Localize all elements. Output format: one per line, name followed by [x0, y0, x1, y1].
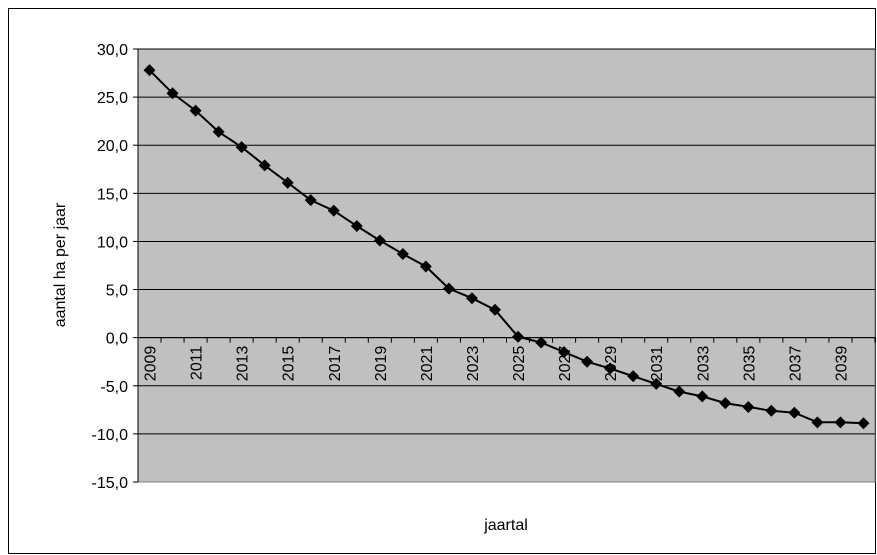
x-tick-label: 2029: [603, 346, 620, 382]
y-axis-title: aantal ha per jaar: [52, 202, 69, 327]
x-tick-label: 2009: [143, 346, 160, 382]
x-tick-label: 2037: [787, 346, 804, 382]
x-tick-label: 2023: [465, 346, 482, 382]
x-tick-label: 2011: [189, 346, 206, 381]
data-point-marker: [604, 362, 617, 375]
y-tick-label: -15,0: [92, 475, 129, 492]
x-tick-label: 2019: [373, 346, 390, 382]
y-axis: 30,0 25,0 20,0 15,0 10,0 5,0 0,0 -5,0 -10,0 -15,0: [92, 42, 139, 492]
data-point-marker: [442, 282, 455, 295]
data-point-marker: [396, 247, 409, 260]
data-point-marker: [189, 104, 202, 117]
data-point-marker: [581, 355, 594, 368]
data-point-marker: [419, 260, 432, 273]
series-group: [143, 64, 870, 430]
data-point-marker: [788, 406, 801, 419]
data-point-marker: [696, 390, 709, 403]
x-tick-label: 2035: [741, 346, 758, 382]
data-point-marker: [281, 176, 294, 189]
data-point-marker: [811, 416, 824, 429]
x-tick-label: 2031: [649, 346, 666, 382]
x-tick-label: 2017: [327, 346, 344, 382]
y-tick-label: 5,0: [106, 283, 128, 300]
y-tick-label: 10,0: [97, 234, 128, 251]
data-point-marker: [650, 377, 663, 390]
y-tick-label: 25,0: [97, 90, 128, 107]
data-point-marker: [535, 336, 548, 349]
x-axis-title: jaartal: [483, 517, 528, 534]
data-point-marker: [627, 370, 640, 383]
x-axis: 2009 2011 2013 2015 2017 2019 2021 2023 2025 2027…: [137, 337, 876, 382]
y-tick-label: 0,0: [106, 331, 128, 348]
data-point-marker: [258, 159, 271, 172]
data-point-marker: [212, 125, 225, 138]
data-point-marker: [558, 346, 571, 359]
y-tick-label: 30,0: [97, 42, 128, 59]
data-point-marker: [235, 141, 248, 154]
x-tick-label: 2015: [281, 346, 298, 382]
data-point-marker: [742, 400, 755, 413]
x-tick-label: 2021: [419, 346, 436, 382]
y-tick-label: 15,0: [97, 186, 128, 203]
x-tick-label: 2033: [695, 346, 712, 382]
data-point-marker: [834, 416, 847, 429]
x-tick-label: 2025: [511, 346, 528, 382]
data-point-marker: [327, 204, 340, 217]
data-point-marker: [166, 87, 179, 100]
data-point-marker: [857, 417, 870, 430]
data-point-marker: [765, 404, 778, 417]
data-point-marker: [673, 385, 686, 398]
data-point-marker: [719, 397, 732, 410]
y-tick-label: -5,0: [100, 379, 128, 396]
data-point-marker: [488, 303, 501, 316]
data-point-marker: [350, 220, 363, 233]
x-tick-label: 2013: [235, 346, 252, 382]
data-point-marker: [373, 234, 386, 247]
plot-area: [137, 48, 876, 483]
data-point-marker: [465, 292, 478, 305]
y-tick-label: 20,0: [97, 138, 128, 155]
y-tick-label: -10,0: [92, 427, 129, 444]
data-point-marker: [143, 64, 156, 77]
data-point-marker: [512, 330, 525, 343]
x-tick-label: 2039: [833, 346, 850, 382]
data-point-marker: [304, 194, 317, 207]
